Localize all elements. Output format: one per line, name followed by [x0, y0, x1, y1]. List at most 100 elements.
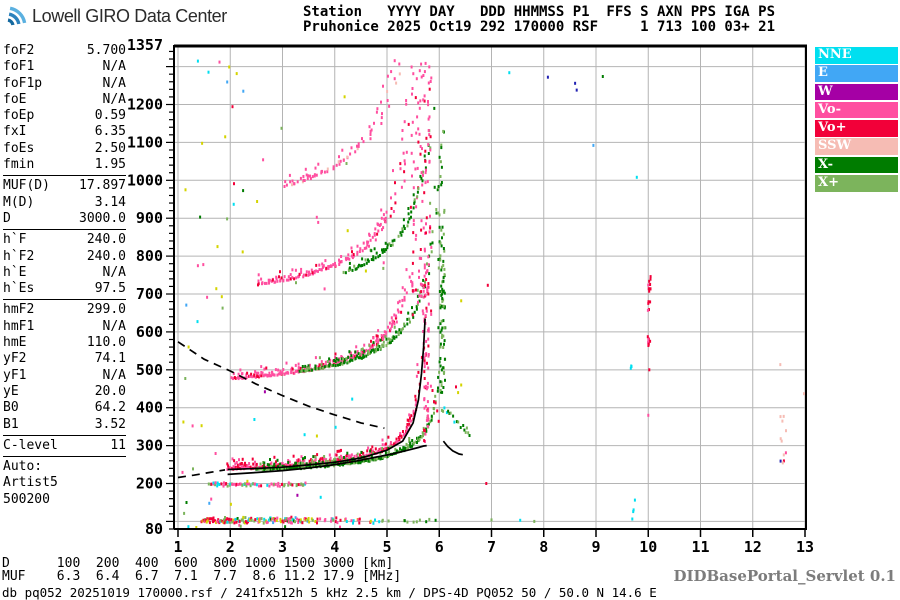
param-value: 299.0 [86, 302, 126, 318]
param-label: foEs [3, 140, 35, 156]
param-value: N/A [102, 264, 126, 280]
param-value: N/A [102, 91, 126, 107]
legend-item-vo: Vo- [815, 101, 898, 119]
curve-profile-end-hook [442, 440, 463, 456]
param-value: 0.59 [94, 108, 126, 124]
overlay-curves [177, 318, 463, 479]
param-value: 3000.0 [79, 210, 126, 226]
param-label: foF1p [3, 75, 43, 91]
param-row-d: D 3000.0 [3, 211, 126, 227]
param-label: yF1 [3, 367, 27, 383]
param-label: foEp [3, 108, 35, 124]
curve-scaled-trace-fit [227, 318, 426, 471]
param-row-m-d: M(D) 3.14 [3, 195, 126, 211]
x-tick-label-3: 3 [278, 538, 287, 556]
param-label: Auto: [3, 459, 43, 475]
y-tick-label-600: 600 [136, 323, 163, 341]
param-label: D [3, 210, 11, 226]
ionogram-plot: 1357120011001000900800700600500400300200… [127, 36, 814, 556]
x-tick-label-13: 13 [796, 538, 814, 556]
param-row-artist5: Artist5 [3, 475, 126, 491]
x-tick-label-10: 10 [639, 538, 657, 556]
param-row-fof2: foF2 5.700 [3, 43, 126, 59]
param-row-yf2: yF2 74.1 [3, 351, 126, 367]
param-row-fof1p: foF1p N/A [3, 76, 126, 92]
legend-item-ssw: SSW [815, 138, 898, 155]
scaled-parameters-panel: foF2 5.700 foF1 N/A foF1p N/A foE N/A foEp 0.59 fx… [3, 43, 126, 508]
param-label: foF2 [3, 43, 35, 58]
y-tick-label-800: 800 [136, 247, 163, 265]
legend-item-x: X+ [815, 174, 898, 192]
param-label: Artist5 [3, 475, 58, 491]
param-separator [3, 229, 126, 231]
param-row-yf1: yF1 N/A [3, 368, 126, 384]
status-bar: db pq052 20251019 170000.rsf / 241fx512h… [2, 585, 657, 600]
y-tick-label-1357: 1357 [127, 36, 163, 54]
x-tick-label-1: 1 [173, 538, 182, 556]
x-tick-label-9: 9 [591, 538, 600, 556]
echo-trace-f2-x-hop1 [255, 290, 444, 472]
y-tick-label-80: 80 [145, 520, 163, 538]
param-label: yE [3, 383, 19, 399]
param-row-hme: hmE 110.0 [3, 335, 126, 351]
param-label: M(D) [3, 194, 35, 210]
param-value: 64.2 [94, 400, 126, 416]
curve-true-height-profile [227, 444, 427, 476]
param-value: 1.95 [94, 157, 126, 173]
y-tick-label-200: 200 [136, 475, 163, 493]
muf-scale-row: MUF 6.3 6.4 6.7 7.1 7.7 8.6 11.2 17.9 [M… [2, 569, 402, 584]
param-label: h`E [3, 264, 27, 280]
y-tick-label-500: 500 [136, 361, 163, 379]
logo-text: Lowell GIRO Data Center [32, 6, 227, 26]
param-row-foep: foEp 0.59 [3, 108, 126, 124]
noise-dots [181, 59, 805, 529]
echo-trace-es-taper [314, 516, 376, 525]
param-value: 97.5 [94, 281, 126, 297]
legend-item-w: W [815, 83, 898, 101]
curve-muf-transmission-dashed [177, 341, 385, 430]
param-row-h-f: h`F 240.0 [3, 232, 126, 248]
echo-clusters [409, 61, 787, 521]
param-label: foF1 [3, 59, 35, 75]
param-label: B1 [3, 416, 19, 432]
param-value: 6.35 [94, 124, 126, 140]
y-tick-label-700: 700 [136, 285, 163, 303]
y-tick-label-1000: 1000 [127, 171, 163, 189]
param-label: fxI [3, 124, 27, 140]
param-value: 11 [110, 437, 126, 453]
param-row-h-f2: h`F2 240.0 [3, 249, 126, 265]
giro-wave-icon [7, 6, 27, 26]
param-value: 110.0 [86, 335, 126, 351]
param-row-h-es: h`Es 97.5 [3, 281, 126, 297]
param-value: 5.700 [86, 43, 126, 58]
x-tick-label-6: 6 [435, 538, 444, 556]
echo-trace-layer-195km [207, 481, 307, 488]
param-row-h-e: h`E N/A [3, 265, 126, 281]
param-row-fxi: fxI 6.35 [3, 124, 126, 140]
param-value: N/A [102, 367, 126, 383]
y-tick-label-900: 900 [136, 209, 163, 227]
legend-item-x: X- [815, 156, 898, 174]
legend-item-e: E [815, 65, 898, 82]
param-row-b0: B0 64.2 [3, 400, 126, 416]
param-separator [3, 456, 126, 458]
param-row-muf-d: MUF(D) 17.897 [3, 178, 126, 194]
param-label: C-level [3, 437, 58, 453]
echo-trace-f2-x-hop2 [298, 155, 441, 373]
param-row-c-level: C-level 11 [3, 438, 126, 454]
echo-trace-es-main [229, 515, 314, 525]
echo-trace-f2-x-hop3 [342, 106, 436, 275]
param-label: h`Es [3, 281, 35, 297]
lowell-giro-logo: Lowell GIRO Data Center [5, 4, 227, 29]
param-label: yF2 [3, 351, 27, 367]
param-value: 2.50 [94, 140, 126, 156]
y-tick-label-1100: 1100 [127, 133, 163, 151]
station-header-columns: Station YYYY DAY DDD HHMMSS P1 FFS S AXN… [303, 4, 776, 20]
station-header: Station YYYY DAY DDD HHMMSS P1 FFS S AXN… [303, 5, 775, 35]
param-label: h`F2 [3, 248, 35, 264]
echo-type-legend: NNE E W Vo- Vo+ SSW X- X+ [815, 47, 898, 193]
param-row-foes: foEs 2.50 [3, 141, 126, 157]
distance-scale-row: D 100 200 400 600 800 1000 1500 3000 [km… [2, 556, 394, 571]
echo-trace-x-tail-arc [440, 406, 471, 437]
